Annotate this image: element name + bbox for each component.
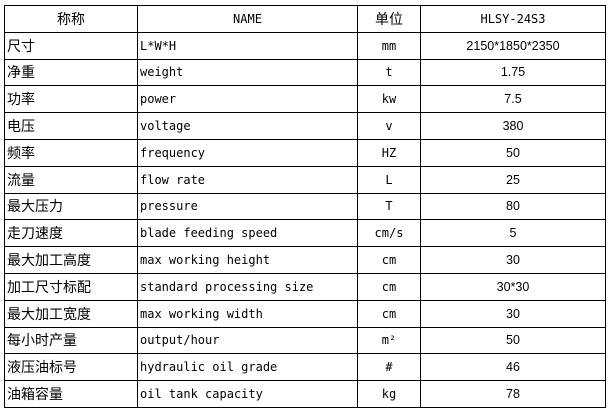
row-unit: cm [357,272,421,301]
row-name-cn: 最大加工宽度 [4,299,138,328]
row-unit: HZ [357,138,421,167]
row-value: 50 [420,138,606,167]
header-name-cn: 称称 [4,5,138,33]
row-value: 380 [420,112,606,140]
table-row: 最大加工高度 max working height cm 30 [4,246,606,274]
row-name-en: flow rate [137,165,358,194]
table-row: 电压 voltage v 380 [4,112,606,140]
row-value: 78 [420,380,606,408]
row-value: 2150*1850*2350 [420,31,606,60]
row-value: 25 [420,165,606,194]
table-row: 加工尺寸标配 standard processing size cm 30*30 [4,272,606,301]
row-name-en: max working height [137,246,358,274]
table-row: 最大加工宽度 max working width cm 30 [4,299,606,328]
row-unit: cm/s [357,219,421,248]
row-unit: kg [357,380,421,408]
row-value: 80 [420,192,606,221]
row-value: 50 [420,326,606,355]
row-name-en: weight [137,58,358,87]
row-name-en: max working width [137,299,358,328]
row-name-en: frequency [137,138,358,167]
row-unit: cm [357,246,421,274]
table-row: 净重 weight t 1.75 [4,58,606,87]
row-name-cn: 净重 [4,58,138,87]
row-value: 30 [420,246,606,274]
table-row: 频率 frequency HZ 50 [4,138,606,167]
row-name-en: L*W*H [137,31,358,60]
table-row: 走刀速度 blade feeding speed cm/s 5 [4,219,606,248]
row-name-en: pressure [137,192,358,221]
table-row: 每小时产量 output/hour m² 50 [4,326,606,355]
row-unit: cm [357,299,421,328]
row-unit: t [357,58,421,87]
row-name-en: voltage [137,112,358,140]
row-name-en: standard processing size [137,272,358,301]
row-name-en: output/hour [137,326,358,355]
row-value: 30*30 [420,272,606,301]
table-row: 最大压力 pressure T 80 [4,192,606,221]
row-name-en: oil tank capacity [137,380,358,408]
table-row: 油箱容量 oil tank capacity kg 78 [4,380,606,408]
header-row: 称称 NAME 单位 HLSY-24S3 [4,5,606,33]
row-name-cn: 功率 [4,85,138,114]
row-name-cn: 流量 [4,165,138,194]
row-unit: # [357,353,421,382]
row-name-en: blade feeding speed [137,219,358,248]
row-name-cn: 加工尺寸标配 [4,272,138,301]
spec-table: 称称 NAME 单位 HLSY-24S3 尺寸 L*W*H mm 2150*1850*… [4,5,606,408]
row-value: 30 [420,299,606,328]
row-name-cn: 最大压力 [4,192,138,221]
row-name-cn: 每小时产量 [4,326,138,355]
table-row: 液压油标号 hydraulic oil grade #46 [4,353,606,382]
table-row: 尺寸 L*W*H mm 2150*1850*2350 [4,31,606,60]
row-unit: kw [357,85,421,114]
row-name-cn: 油箱容量 [4,380,138,408]
row-name-cn: 液压油标号 [4,353,138,382]
row-value: 5 [420,219,606,248]
row-name-cn: 频率 [4,138,138,167]
header-unit: 单位 [357,5,421,33]
row-name-cn: 电压 [4,112,138,140]
table-row: 流量 flow rate L 25 [4,165,606,194]
row-unit: v [357,112,421,140]
row-value: 1.75 [420,58,606,87]
row-unit: mm [357,31,421,60]
row-name-cn: 最大加工高度 [4,246,138,274]
row-name-cn: 走刀速度 [4,219,138,248]
row-unit: T [357,192,421,221]
header-model: HLSY-24S3 [420,5,606,33]
header-name-en: NAME [137,5,358,33]
row-value: 46 [420,353,606,382]
row-name-en: power [137,85,358,114]
row-name-cn: 尺寸 [4,31,138,60]
row-unit: m² [357,326,421,355]
table-row: 功率 power kw 7.5 [4,85,606,114]
row-unit: L [357,165,421,194]
row-name-en: hydraulic oil grade [137,353,358,382]
row-value: 7.5 [420,85,606,114]
